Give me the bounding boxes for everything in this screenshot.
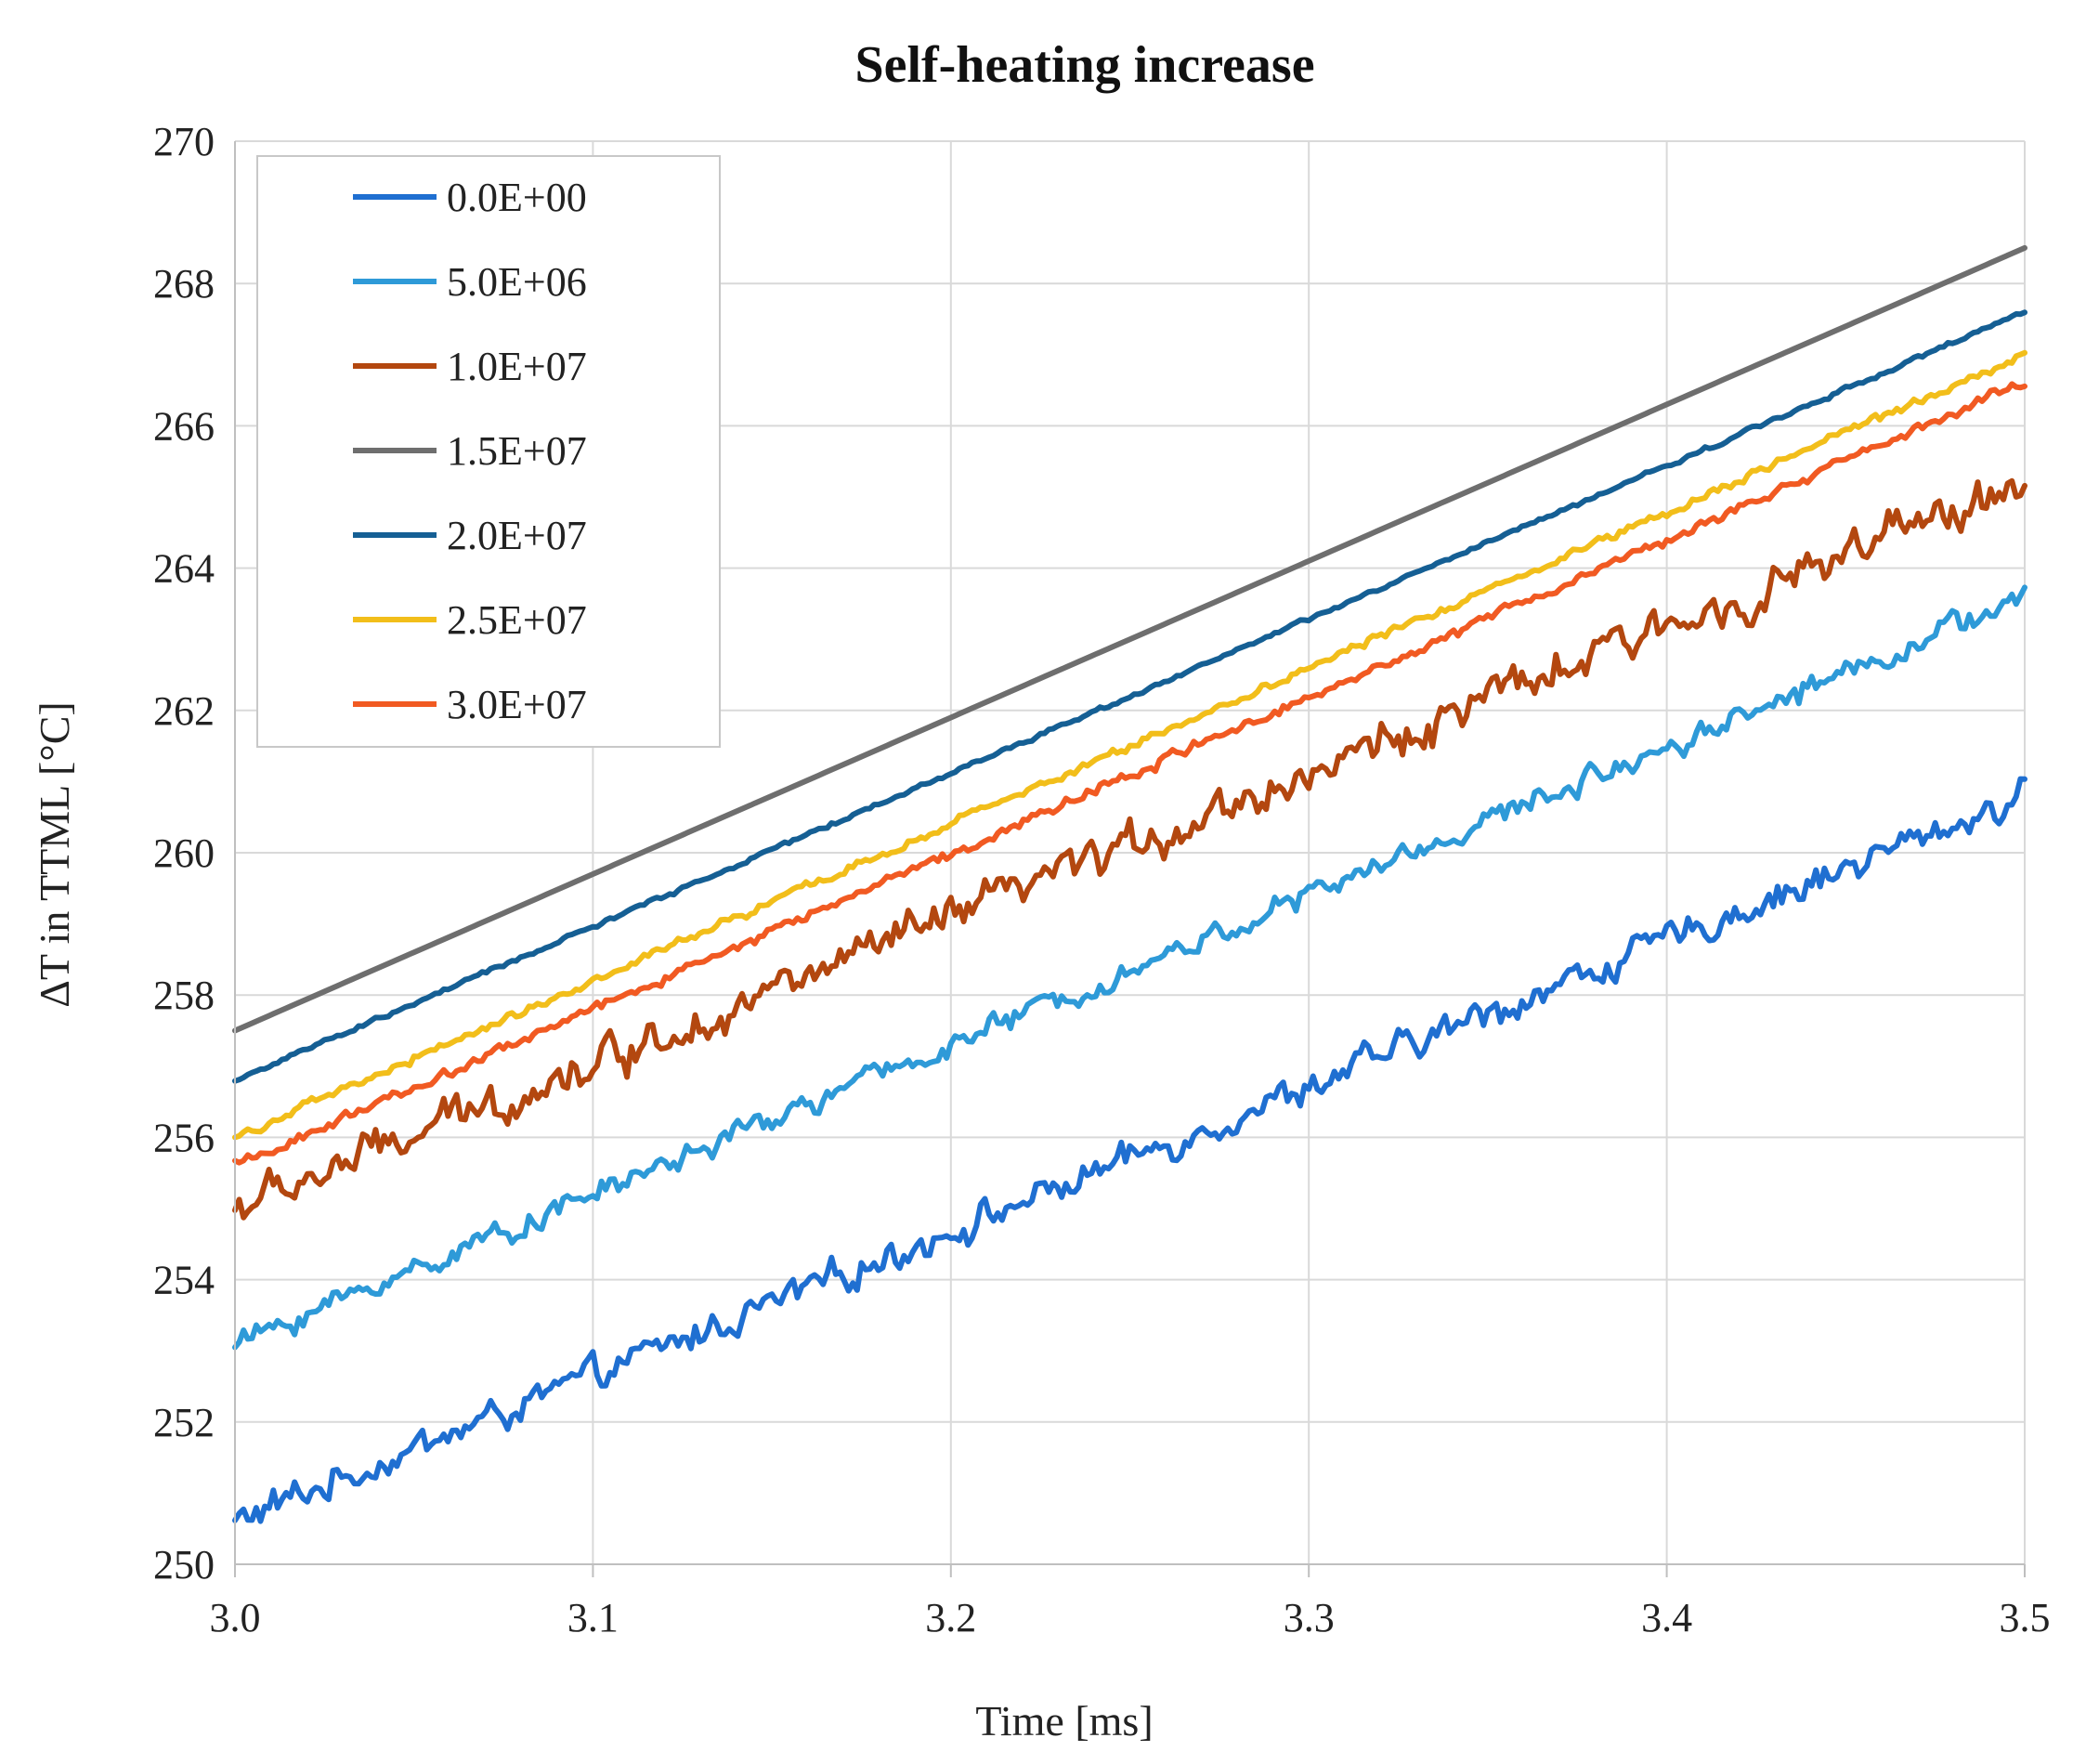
legend-label: 2.5E+07 — [447, 597, 587, 643]
series-line-1.5E+07 — [232, 244, 2027, 1034]
y-tick-label: 264 — [153, 546, 215, 592]
chart-title: Self-heating increase — [854, 36, 1314, 94]
series-line-5.0E+06 — [232, 584, 2027, 1351]
y-tick-label: 262 — [153, 688, 215, 734]
y-tick-label: 252 — [153, 1400, 215, 1445]
series-line-0.0E+00 — [232, 776, 2027, 1524]
x-tick-label: 3.4 — [1641, 1595, 1692, 1640]
legend: 0.0E+00 5.0E+06 1.0E+07 1.5E+07 2.0E+07 2.5E+… — [256, 155, 721, 748]
y-tick-labels: 250 252 254 256 258 260 262 264 266 268 270 — [153, 119, 215, 1588]
legend-box — [256, 155, 721, 748]
y-tick-label: 256 — [153, 1115, 215, 1160]
y-tick-label: 260 — [153, 830, 215, 876]
x-tick-label: 3.0 — [210, 1595, 261, 1640]
legend-label: 1.5E+07 — [447, 428, 587, 474]
x-tick-label: 3.2 — [925, 1595, 976, 1640]
legend-label: 0.0E+00 — [447, 175, 587, 220]
y-tick-label: 250 — [153, 1542, 215, 1588]
series-line-2.0E+07 — [232, 309, 2027, 1084]
series-line-1.0E+07 — [232, 477, 2027, 1221]
y-tick-label: 254 — [153, 1258, 215, 1303]
x-tick-label: 3.5 — [2000, 1595, 2051, 1640]
y-axis-label: ΔT in TTML [°C] — [31, 701, 78, 1008]
legend-label: 3.0E+07 — [447, 682, 587, 727]
y-tick-label: 258 — [153, 973, 215, 1018]
y-tick-label: 266 — [153, 403, 215, 449]
x-tick-label: 3.1 — [567, 1595, 619, 1640]
legend-label: 1.0E+07 — [447, 344, 587, 389]
y-tick-label: 268 — [153, 261, 215, 307]
series-lines — [232, 244, 2027, 1524]
x-tick-label: 3.3 — [1284, 1595, 1335, 1640]
series-line-2.5E+07 — [232, 349, 2027, 1141]
y-tick-label: 270 — [153, 119, 215, 164]
axes — [234, 141, 2026, 1577]
x-tick-labels: 3.0 3.1 3.2 3.3 3.4 3.5 — [210, 1595, 2051, 1640]
x-axis-label: Time [ms] — [975, 1697, 1153, 1744]
legend-label: 5.0E+06 — [447, 259, 587, 305]
legend-label: 2.0E+07 — [447, 513, 587, 558]
series-line-3.0E+07 — [232, 381, 2027, 1166]
